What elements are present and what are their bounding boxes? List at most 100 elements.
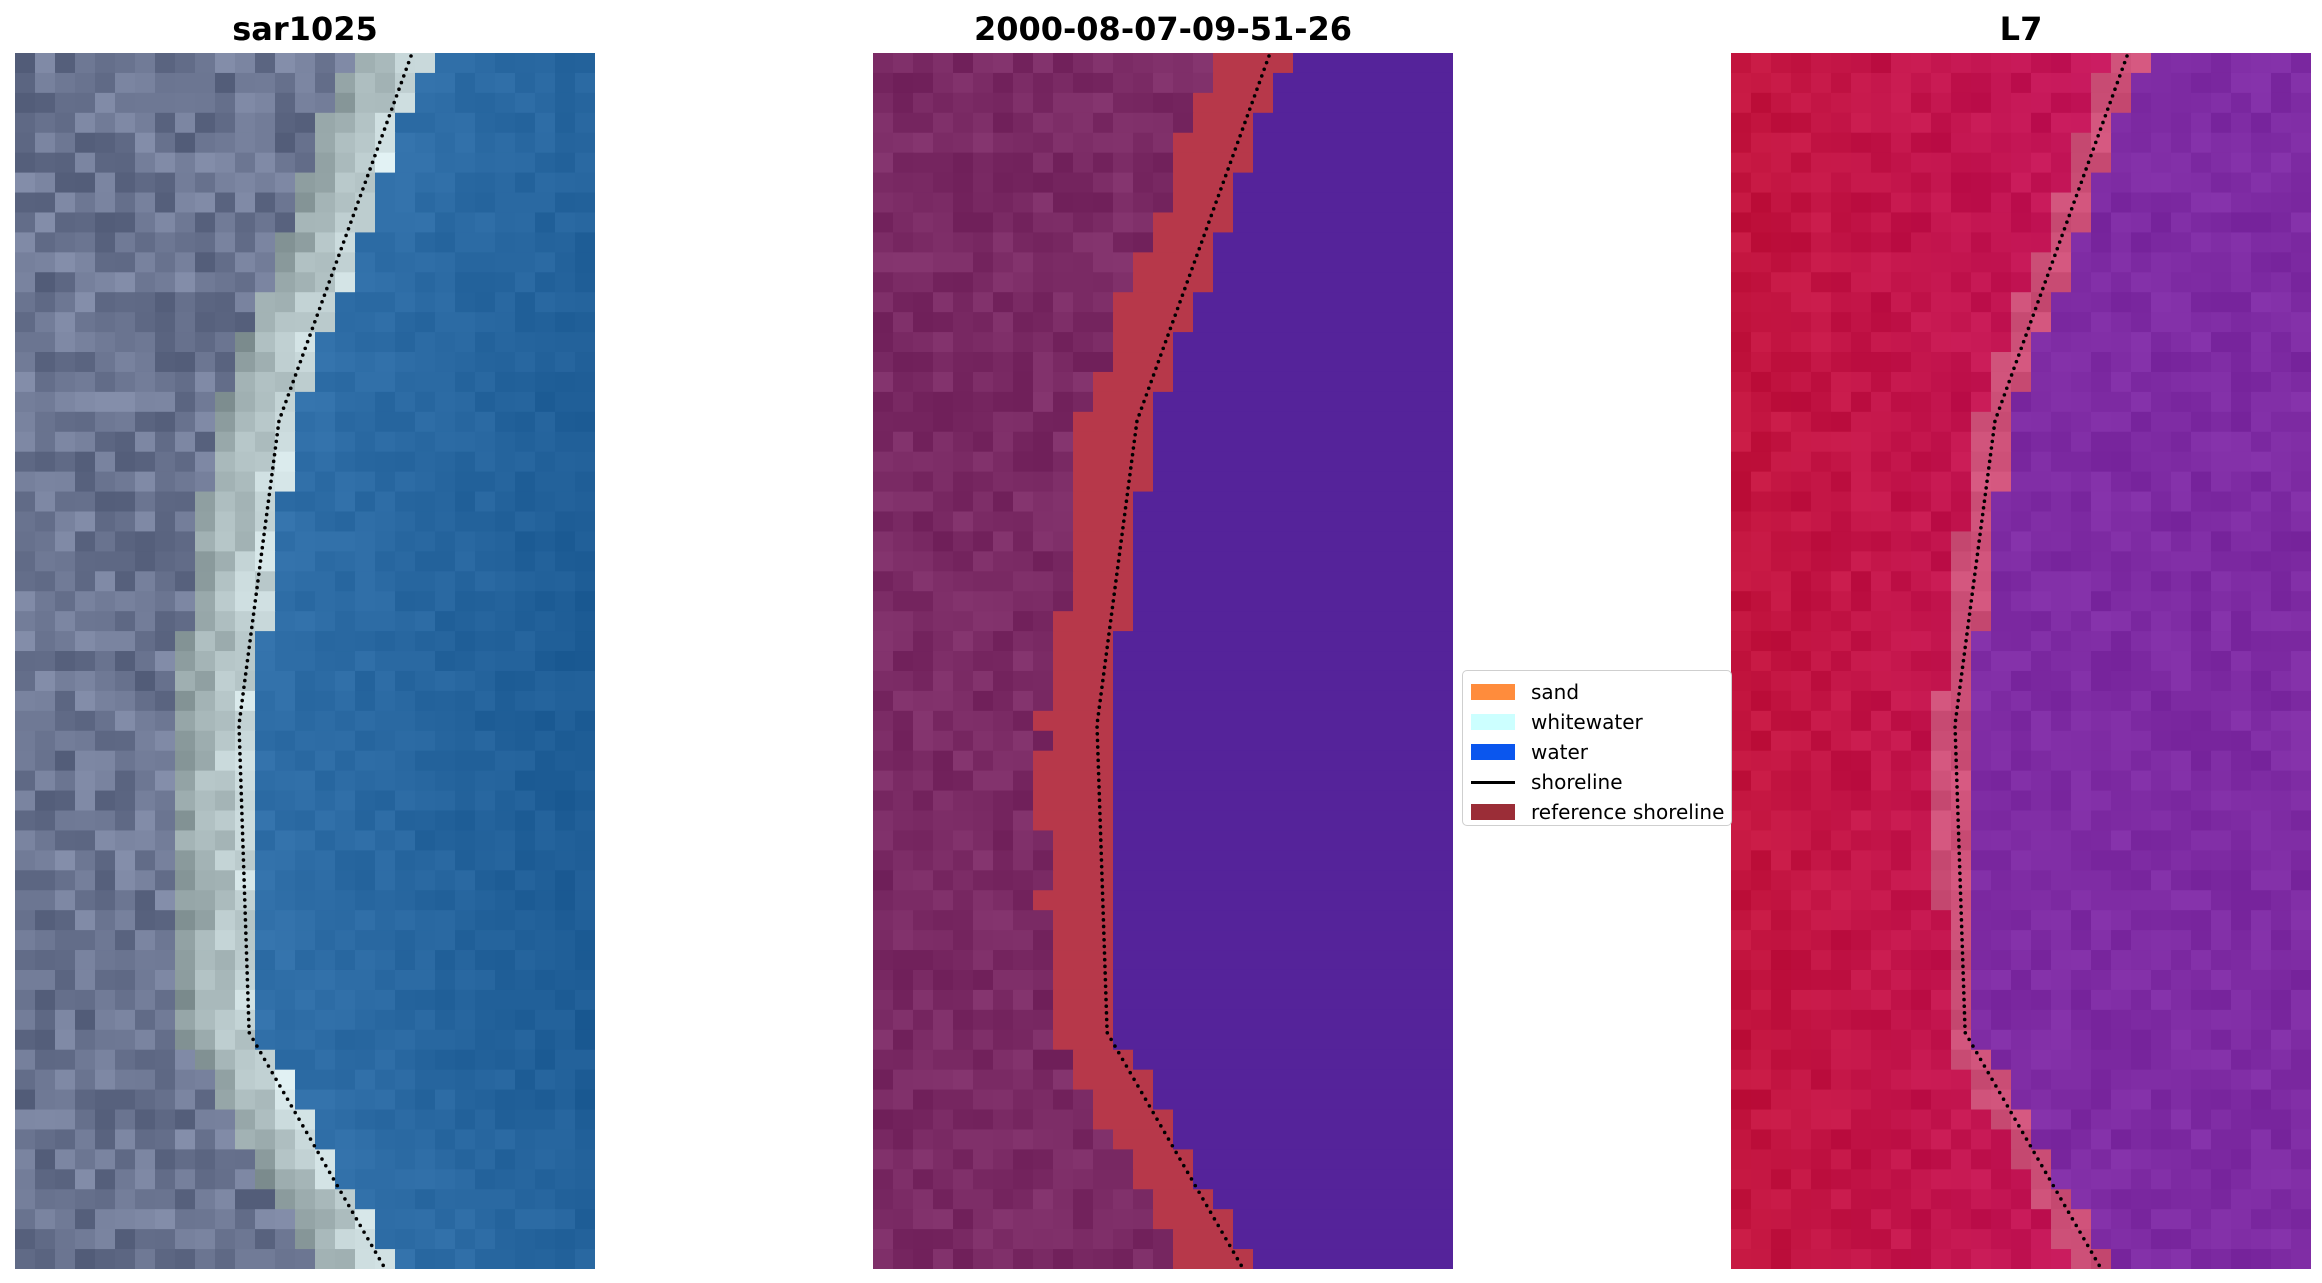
image-pixel xyxy=(135,312,156,333)
shoreline-dot xyxy=(240,698,244,703)
image-pixel xyxy=(2011,750,2032,772)
image-pixel xyxy=(375,989,396,1011)
image-pixel xyxy=(1193,352,1214,373)
image-pixel xyxy=(1353,352,1374,373)
image-pixel xyxy=(1033,1069,1054,1091)
image-pixel xyxy=(2051,431,2072,453)
image-pixel xyxy=(1831,730,1852,752)
image-pixel xyxy=(215,571,236,592)
image-pixel xyxy=(913,172,934,194)
shoreline-dot xyxy=(1221,180,1226,185)
shoreline-dot xyxy=(358,193,363,198)
image-pixel xyxy=(1073,72,1094,94)
image-pixel xyxy=(455,312,476,333)
image-pixel xyxy=(1373,491,1394,513)
image-pixel xyxy=(1033,152,1054,174)
image-pixel xyxy=(2251,152,2272,174)
image-pixel xyxy=(2211,172,2232,194)
image-pixel xyxy=(1971,212,1992,234)
image-pixel xyxy=(1871,132,1892,154)
image-pixel xyxy=(175,152,196,174)
image-pixel xyxy=(95,710,116,732)
image-pixel xyxy=(1373,950,1394,971)
image-pixel xyxy=(1871,670,1892,692)
image-pixel xyxy=(1891,631,1912,652)
shoreline-dot xyxy=(1107,632,1111,636)
image-pixel xyxy=(375,690,396,712)
image-pixel xyxy=(1951,172,1972,194)
image-pixel xyxy=(1273,810,1294,832)
image-pixel xyxy=(375,910,396,931)
image-pixel xyxy=(2191,192,2212,214)
image-pixel xyxy=(1153,1249,1174,1269)
image-pixel xyxy=(1811,690,1832,712)
image-pixel xyxy=(1373,272,1394,293)
image-pixel xyxy=(2051,611,2072,632)
image-pixel xyxy=(1831,272,1852,293)
image-pixel xyxy=(873,790,894,812)
image-pixel xyxy=(1193,551,1214,572)
image-pixel xyxy=(1413,1109,1434,1131)
shoreline-dot xyxy=(281,1090,286,1095)
image-pixel xyxy=(1313,92,1334,114)
image-pixel xyxy=(575,112,595,134)
image-pixel xyxy=(175,989,196,1011)
image-pixel xyxy=(1433,790,1453,812)
image-pixel xyxy=(1373,710,1394,732)
image-pixel xyxy=(2171,332,2192,353)
image-pixel xyxy=(1133,1229,1154,1250)
image-pixel xyxy=(335,252,356,273)
image-pixel xyxy=(1233,890,1254,911)
image-pixel xyxy=(2111,591,2132,612)
image-pixel xyxy=(315,910,336,931)
image-pixel xyxy=(1751,352,1772,373)
image-pixel xyxy=(415,790,436,812)
image-pixel xyxy=(893,232,914,253)
image-pixel xyxy=(555,950,576,971)
image-pixel xyxy=(1313,750,1334,772)
image-pixel xyxy=(1373,1129,1394,1150)
image-pixel xyxy=(913,790,934,812)
image-pixel xyxy=(1951,690,1972,712)
image-pixel xyxy=(215,531,236,552)
shoreline-dot xyxy=(275,432,279,437)
image-pixel xyxy=(1233,53,1254,74)
image-pixel xyxy=(2111,292,2132,313)
image-pixel xyxy=(1253,192,1274,214)
image-pixel xyxy=(215,272,236,293)
image-pixel xyxy=(1333,591,1354,612)
image-pixel xyxy=(1153,172,1174,194)
image-pixel xyxy=(2251,471,2272,493)
image-pixel xyxy=(1033,92,1054,114)
image-pixel xyxy=(555,491,576,513)
image-pixel xyxy=(1153,930,1174,951)
image-pixel xyxy=(1173,232,1194,253)
image-pixel xyxy=(2211,272,2232,293)
image-pixel xyxy=(1133,551,1154,572)
shoreline-dot xyxy=(1214,200,1218,204)
image-pixel xyxy=(2051,670,2072,692)
image-pixel xyxy=(495,411,516,433)
image-pixel xyxy=(2271,491,2292,513)
image-pixel xyxy=(395,132,416,154)
shoreline-dot xyxy=(243,672,248,676)
image-pixel xyxy=(1233,192,1254,214)
image-pixel xyxy=(1253,969,1274,991)
image-pixel xyxy=(2111,750,2132,772)
image-pixel xyxy=(1353,591,1374,612)
image-pixel xyxy=(2071,112,2092,134)
image-pixel xyxy=(1053,989,1074,1011)
image-pixel xyxy=(2131,591,2152,612)
image-pixel xyxy=(95,1209,116,1230)
image-pixel xyxy=(933,631,954,652)
image-pixel xyxy=(1931,491,1952,513)
image-pixel xyxy=(235,172,256,194)
image-pixel xyxy=(873,72,894,94)
image-pixel xyxy=(1353,152,1374,174)
image-pixel xyxy=(1013,112,1034,134)
image-pixel xyxy=(475,950,496,971)
image-pixel xyxy=(1771,332,1792,353)
image-pixel xyxy=(1931,471,1952,493)
image-pixel xyxy=(1433,730,1453,752)
image-pixel xyxy=(555,651,576,672)
